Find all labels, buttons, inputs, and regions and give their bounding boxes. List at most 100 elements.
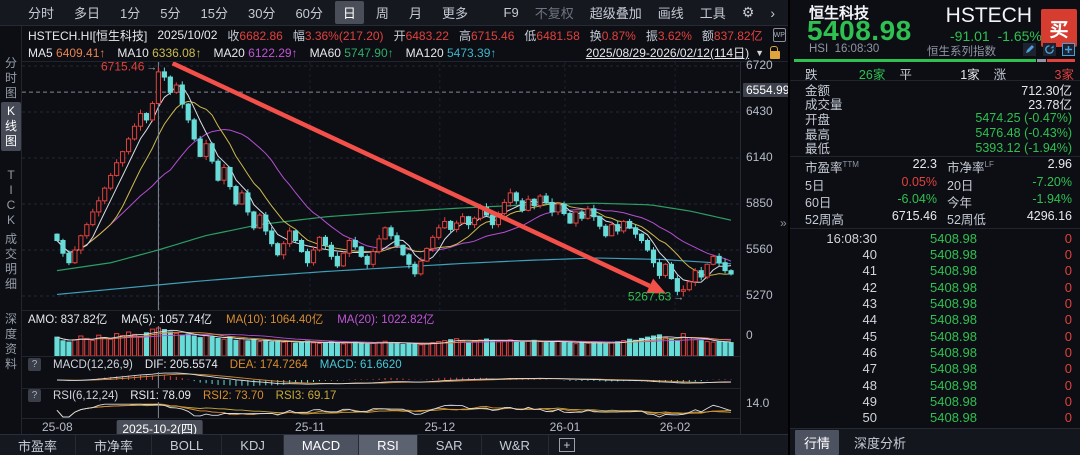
stat-52周低: 52周低 4296.16	[947, 209, 1072, 228]
tick-row: 49 5408.98 0	[862, 394, 1072, 410]
f9-button[interactable]: F9	[503, 5, 519, 20]
divider	[790, 156, 1080, 157]
ohlc-fields: 收6682.86 幅3.36%(217.20) 开6483.22 高6715.46 低6…	[227, 27, 762, 44]
quote-row-最高: 最高 5476.48 (-0.43%)	[805, 126, 1072, 142]
amo-label: MA(20): 1022.82亿	[337, 313, 435, 326]
wp-monitor-icon[interactable]: WP	[772, 28, 786, 42]
refresh-icon[interactable]	[1043, 43, 1056, 56]
sidebar-item-成交明细[interactable]: 成交明细	[4, 232, 17, 291]
sidebar-item-分时图[interactable]: 分时图	[4, 56, 17, 100]
period-tab-5分[interactable]: 5分	[160, 6, 181, 21]
divider	[790, 80, 1080, 81]
stat-市盈率: 市盈率TTM 22.3	[805, 157, 937, 176]
quote-pair-row: 60日 -6.04% 今年 -1.94%	[805, 191, 1072, 210]
x-axis-label-25-08: 25-08	[42, 420, 73, 434]
rsi-chart[interactable]	[22, 402, 740, 418]
macd-chart[interactable]	[22, 372, 740, 388]
quote-row-金额: 金额 712.30亿	[805, 83, 1072, 98]
period-tab-15分[interactable]: 15分	[200, 6, 228, 21]
macd-label: MACD(12,26,9)	[53, 358, 133, 371]
sidebar-item-深度资料[interactable]: 深度资料	[4, 312, 17, 371]
draw-line-button[interactable]: 画线	[657, 6, 684, 21]
ma-value-MA120: MA120 5473.39↑	[405, 45, 497, 60]
svg-text:→: →	[673, 291, 684, 303]
ohlc-field-收: 收6682.86	[227, 28, 283, 43]
indicator-tab-RSI[interactable]: RSI	[359, 435, 418, 455]
edit-pencil-icon[interactable]	[1023, 43, 1036, 56]
ohlc-field-振: 振3.62%	[645, 28, 692, 43]
ma-value-MA5: MA5 6409.41↑	[28, 45, 106, 60]
tick-row: 16:08:30 5408.98 0	[826, 230, 1072, 246]
amo-label: AMO: 837.82亿	[28, 313, 108, 326]
volume-chart[interactable]	[22, 326, 740, 356]
indicator-tab-MACD[interactable]: MACD	[283, 435, 360, 455]
date-range-control[interactable]: 2025/08/29-2026/02/12(114日) ▼	[586, 44, 780, 61]
tick-row: 40 5408.98 0	[862, 247, 1072, 263]
quote-pair-row: 市盈率TTM 22.3 市净率LF 2.96	[805, 157, 1072, 176]
y-axis-cursor-label: 6554.99	[743, 83, 793, 98]
macd-indicator-bar: ? MACD(12,26,9) DIF: 205.5574 DEA: 174.7264…	[22, 356, 740, 372]
quote-tab-行情[interactable]: 行情	[795, 429, 840, 455]
svg-text:→: →	[146, 62, 157, 74]
period-tab-更多[interactable]: 更多	[441, 6, 468, 21]
indicator-tab-W&R[interactable]: W&R	[482, 435, 549, 455]
caret-down-icon[interactable]: ▼	[755, 47, 764, 58]
period-tab-周[interactable]: 周	[375, 6, 389, 21]
buy-button[interactable]: 买	[1041, 9, 1077, 47]
amo-label: MA(5): 1057.74亿	[121, 313, 213, 326]
indicator-tab-SAR[interactable]: SAR	[418, 435, 482, 455]
help-icon[interactable]: ?	[28, 389, 41, 402]
rsi-indicator-bar: ? RSI(6,12,24) RSI1: 78.09 RSI2: 73.70 RSI3:…	[22, 388, 740, 402]
chevron-right-icon[interactable]: ›	[770, 4, 775, 21]
quote-pair-row: 52周高 6715.46 52周低 4296.16	[805, 209, 1072, 228]
panel-expand-icon[interactable]: »	[780, 216, 787, 230]
period-tab-30分[interactable]: 30分	[247, 6, 276, 21]
ohlc-field-低: 低6481.58	[524, 28, 580, 43]
svg-text:6715.46: 6715.46	[101, 62, 145, 74]
quote-tab-深度分析[interactable]: 深度分析	[854, 435, 907, 451]
date-range-label[interactable]: 2025/08/29-2026/02/12(114日)	[585, 46, 750, 60]
instrument-code: HSTECH	[945, 4, 1032, 27]
tools-button[interactable]: 工具	[699, 6, 726, 21]
period-tab-日[interactable]: 日	[334, 1, 364, 24]
period-tab-1分[interactable]: 1分	[120, 6, 141, 21]
quote-row-最低: 最低 5393.12 (-1.94%)	[805, 140, 1072, 157]
period-toolbar: 分时 多日 1分 5分 15分 30分 60分日周 月 更多 F9 不复权 超级叠加 画线 工具 ⚙ ›	[0, 0, 788, 26]
macd-label: DIF: 205.5574	[144, 358, 218, 371]
period-tab-60分[interactable]: 60分	[295, 6, 323, 21]
indicator-tab-市净率[interactable]: 市净率	[76, 435, 153, 455]
indicator-tab-KDJ[interactable]: KDJ	[222, 435, 284, 455]
help-icon[interactable]: ?	[28, 358, 41, 371]
rsi-label: RSI2: 73.70	[202, 389, 264, 402]
lock-icon[interactable]	[770, 45, 780, 59]
instrument-name: 恒生科技	[809, 5, 870, 22]
indicator-tab-BOLL[interactable]: BOLL	[152, 435, 223, 455]
stat-60日: 60日 -6.04%	[805, 191, 937, 210]
period-tab-多日[interactable]: 多日	[74, 6, 101, 21]
ohlc-field-高: 高6715.46	[458, 28, 515, 43]
add-icon[interactable]	[1062, 43, 1075, 56]
x-axis: 25-08 2025-10-2(四) 25-11 25-12 26-01 26-02	[22, 418, 740, 437]
ohlc-field-幅: 幅3.36%(217.20)	[292, 28, 384, 43]
indicator-tab-市盈率[interactable]: 市盈率	[0, 435, 77, 455]
amo-indicator-bar: AMO: 837.82亿 MA(5): 1057.74亿 MA(10): 1064.…	[22, 310, 740, 326]
amo-label: MA(10): 1064.40亿	[226, 313, 324, 326]
period-tab-月[interactable]: 月	[408, 6, 422, 21]
period-tab-分时[interactable]: 分时	[28, 6, 55, 21]
overlay-button[interactable]: 超级叠加	[589, 6, 642, 21]
tick-row: 44 5408.98 0	[862, 312, 1072, 328]
candlestick-chart[interactable]: 6715.46 →5267.63 →	[22, 62, 740, 310]
market-breadth-row: 跌 26家平 1家涨 3家	[790, 64, 1080, 82]
ohlc-field-额: 额837.82亿	[701, 28, 763, 43]
price-change: -91.01 -1.65%	[950, 28, 1042, 44]
gear-icon[interactable]: ⚙	[741, 4, 755, 20]
add-indicator-button[interactable]: +	[558, 438, 575, 452]
tick-row: 41 5408.98 0	[862, 263, 1072, 279]
macd-label: MACD: 61.6620	[319, 358, 402, 371]
y-axis-label-6140: 6140	[746, 149, 773, 164]
adjust-mode-button[interactable]: 不复权	[534, 6, 574, 21]
